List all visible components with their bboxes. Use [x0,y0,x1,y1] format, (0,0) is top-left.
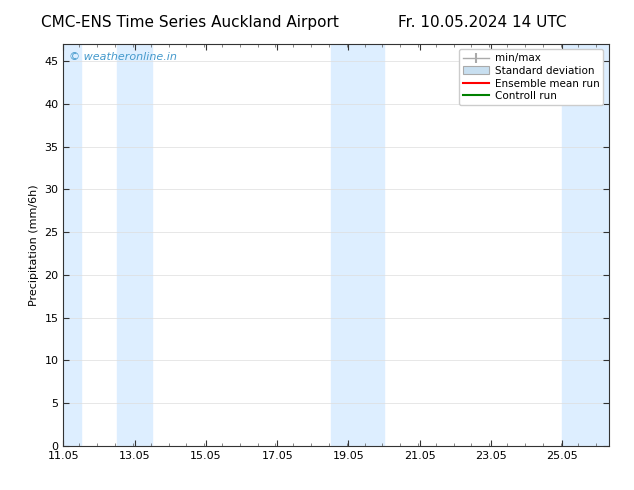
Bar [63,44,81,446]
Bar [117,44,153,446]
Bar [331,44,349,446]
Text: CMC-ENS Time Series Auckland Airport: CMC-ENS Time Series Auckland Airport [41,15,339,30]
Text: © weatheronline.in: © weatheronline.in [69,52,177,62]
Bar [349,44,384,446]
Text: Fr. 10.05.2024 14 UTC: Fr. 10.05.2024 14 UTC [398,15,566,30]
Bar [562,44,609,446]
Y-axis label: Precipitation (mm/6h): Precipitation (mm/6h) [29,184,39,306]
Legend: min/max, Standard deviation, Ensemble mean run, Controll run: min/max, Standard deviation, Ensemble me… [459,49,604,105]
